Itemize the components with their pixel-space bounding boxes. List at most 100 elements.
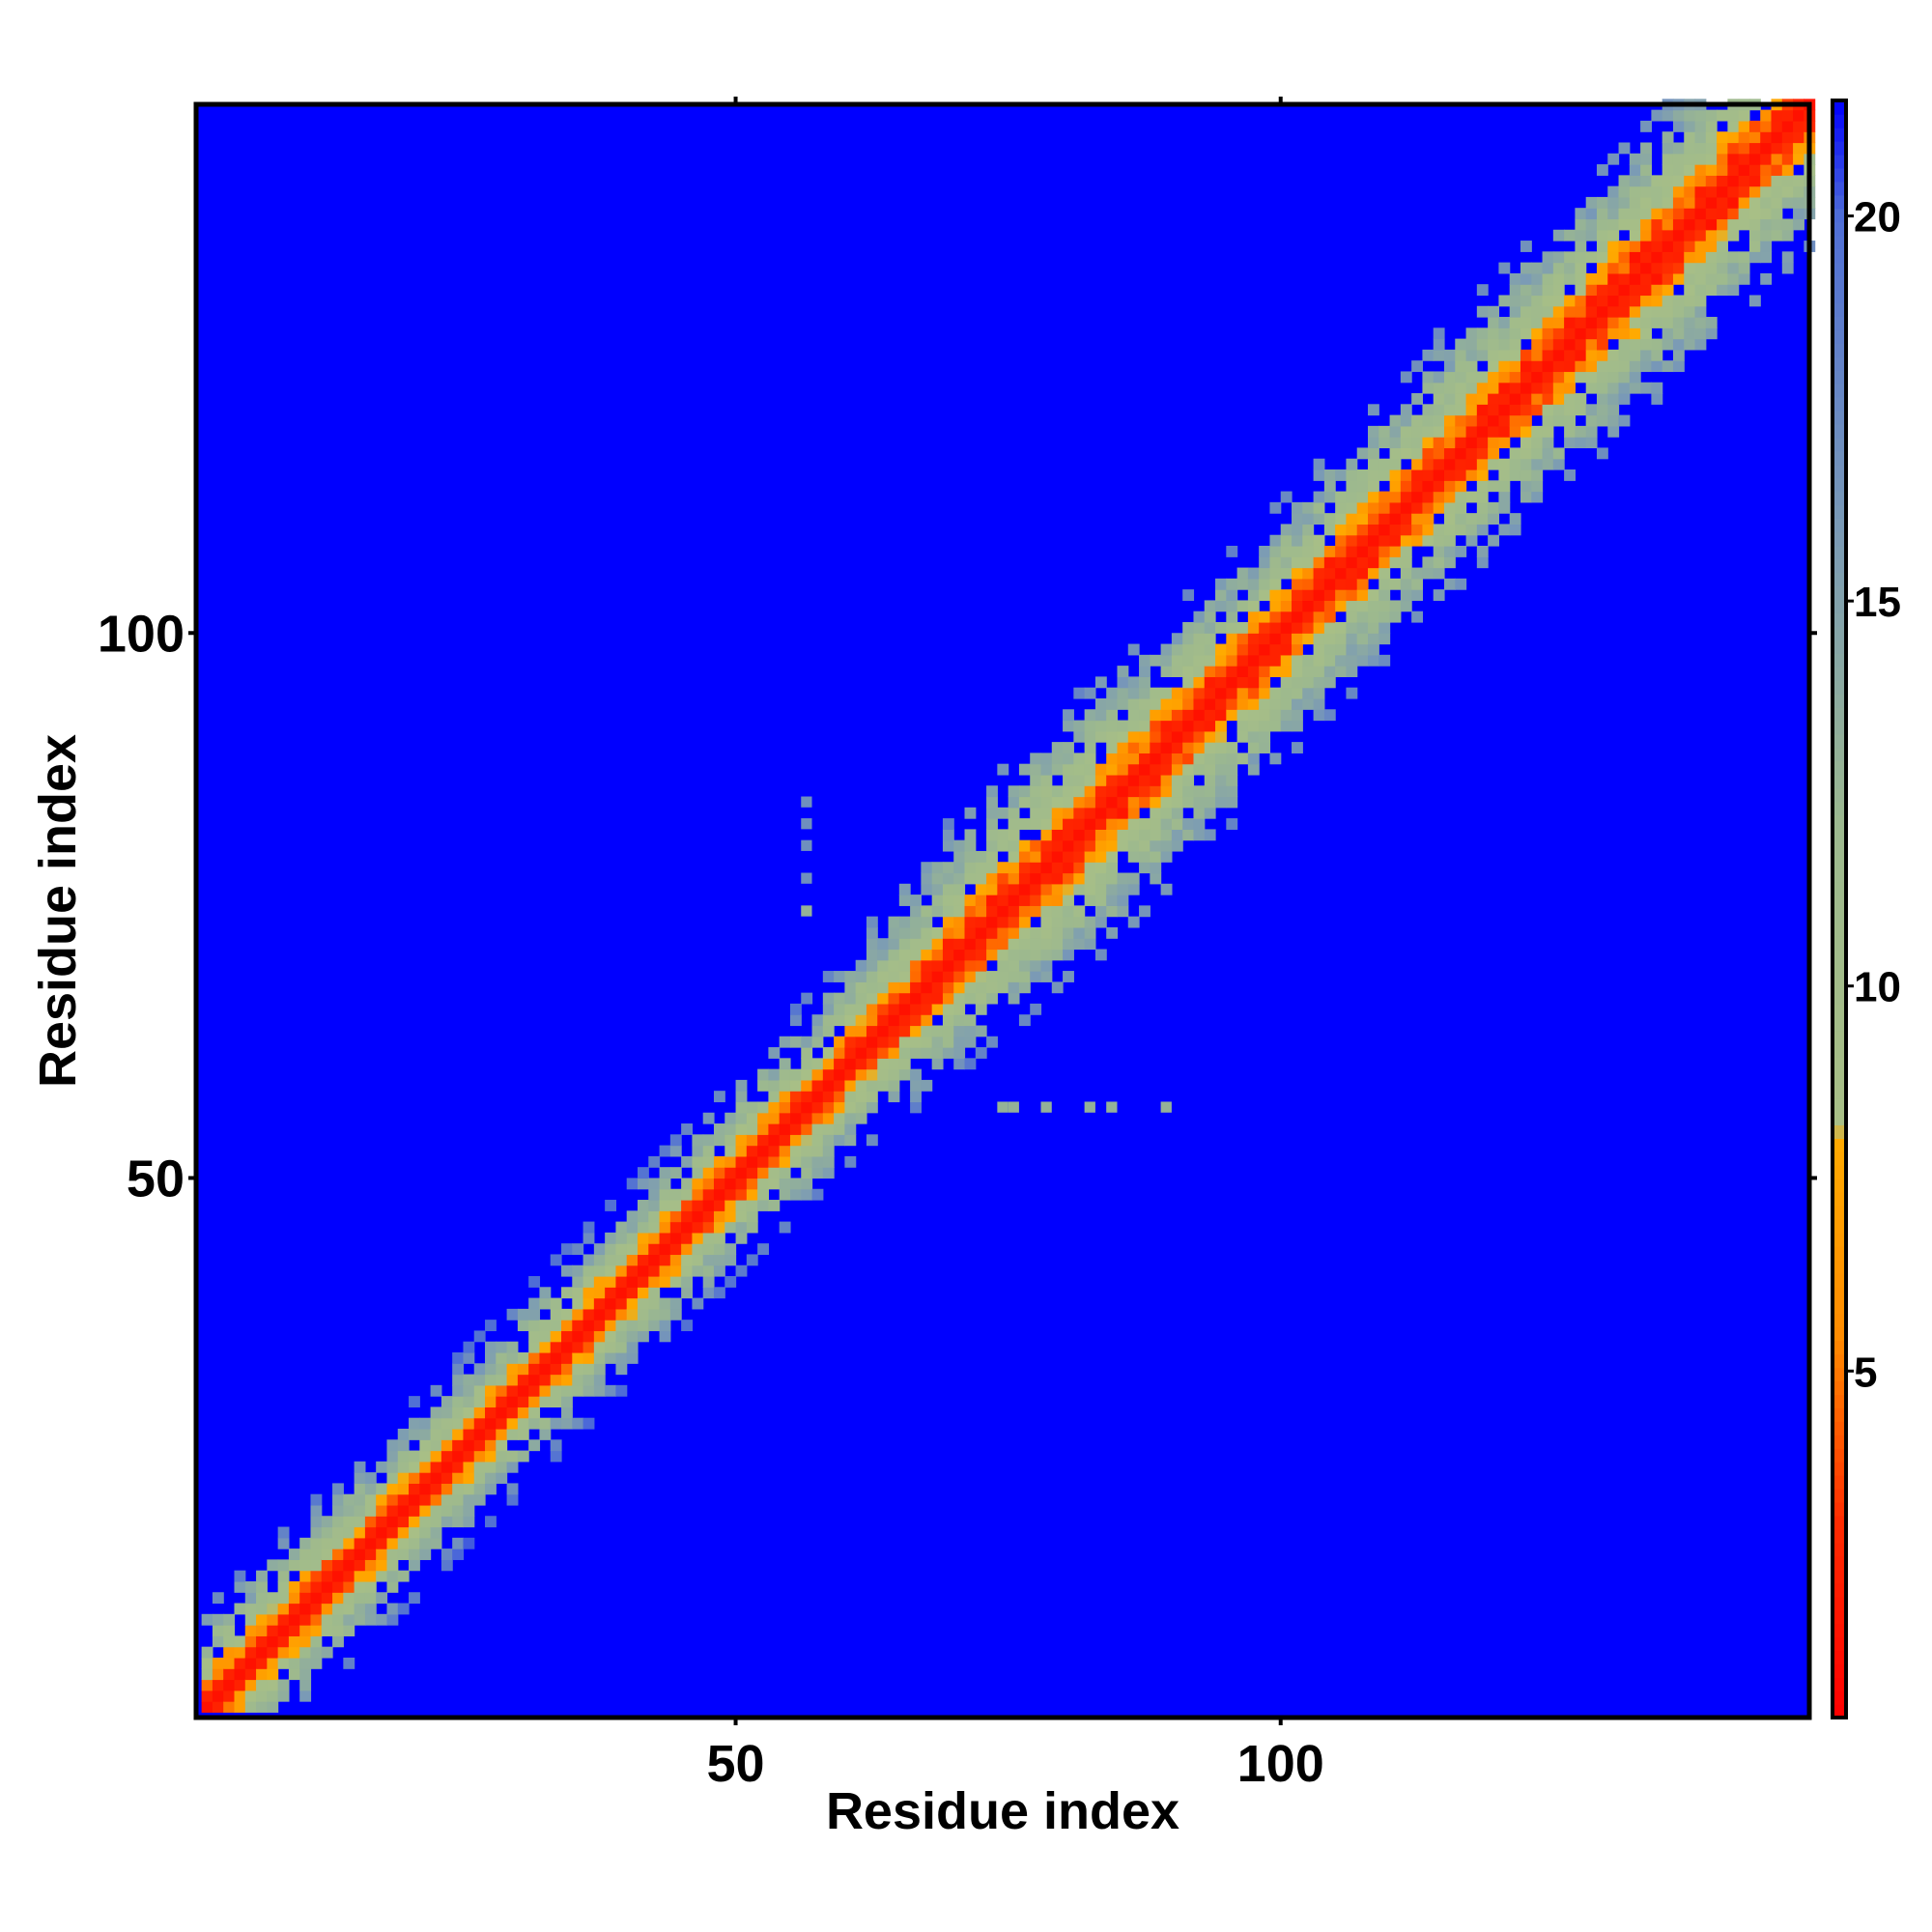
heatmap-cell — [1259, 654, 1271, 667]
heatmap-cell — [550, 1363, 562, 1376]
heatmap-cell — [1585, 338, 1598, 351]
heatmap-cell — [1073, 905, 1086, 918]
heatmap-cell — [844, 1101, 857, 1114]
heatmap-cell — [669, 1221, 682, 1234]
heatmap-cell — [746, 1167, 758, 1179]
heatmap-cell — [1781, 175, 1794, 187]
heatmap-cell — [440, 1417, 453, 1430]
heatmap-cell — [779, 1123, 791, 1135]
heatmap-cell — [310, 1559, 323, 1572]
heatmap-cell — [1215, 666, 1227, 677]
heatmap-cell — [343, 1526, 355, 1539]
heatmap-cell — [1215, 774, 1227, 786]
heatmap-cell — [1618, 241, 1631, 252]
heatmap-cell — [1717, 229, 1728, 242]
heatmap-cell — [844, 981, 857, 994]
heatmap-cell — [354, 1461, 366, 1473]
heatmap-cell — [1346, 524, 1358, 536]
heatmap-cell — [582, 1351, 595, 1364]
heatmap-cell — [473, 1483, 486, 1495]
heatmap-cell — [1302, 687, 1315, 699]
heatmap-cell — [1160, 753, 1173, 765]
heatmap-cell — [844, 1091, 857, 1103]
heatmap-cell — [539, 1351, 552, 1364]
heatmap-isolated-cell — [801, 905, 812, 917]
heatmap-cell — [593, 1363, 606, 1376]
colorbar-segment — [1833, 801, 1846, 816]
heatmap-cell — [386, 1580, 399, 1593]
heatmap-cell — [267, 1646, 279, 1659]
heatmap-cell — [321, 1613, 333, 1626]
heatmap-cell — [397, 1504, 410, 1517]
heatmap-cell — [855, 1003, 867, 1015]
heatmap-cell — [1651, 338, 1663, 351]
heatmap-cell — [485, 1351, 497, 1364]
heatmap-cell — [1117, 895, 1129, 906]
heatmap-cell — [1389, 447, 1402, 460]
heatmap-cell — [1269, 545, 1282, 557]
heatmap-cell — [1368, 600, 1379, 612]
heatmap-cell — [626, 1243, 639, 1256]
heatmap-cell — [1575, 349, 1587, 361]
heatmap-cell — [1727, 229, 1740, 242]
colorbar-segment — [1833, 1272, 1846, 1288]
heatmap-cell — [1575, 338, 1587, 351]
heatmap-cell — [1280, 621, 1293, 634]
heatmap-cell — [713, 1287, 725, 1299]
heatmap-cell — [234, 1679, 246, 1691]
heatmap-cell — [1215, 643, 1227, 656]
colorbar-segment — [1833, 828, 1846, 843]
heatmap-cell — [397, 1472, 410, 1484]
heatmap-cell — [1443, 437, 1456, 449]
heatmap-cell — [1564, 404, 1576, 416]
heatmap-cell — [1629, 218, 1641, 231]
heatmap-cell — [1030, 850, 1042, 863]
heatmap-cell — [1520, 317, 1532, 328]
heatmap-cell — [855, 971, 867, 982]
heatmap-cell — [953, 905, 966, 918]
heatmap-cell — [910, 1025, 922, 1037]
heatmap-cell — [1640, 164, 1652, 176]
heatmap-cell — [702, 1200, 715, 1211]
heatmap-cell — [1488, 414, 1500, 427]
heatmap-cell — [1694, 142, 1707, 155]
heatmap-cell — [473, 1439, 486, 1452]
heatmap-cell — [593, 1254, 606, 1266]
heatmap-cell — [1236, 720, 1249, 732]
heatmap-cell — [1236, 676, 1249, 689]
heatmap-cell — [1717, 164, 1728, 176]
heatmap-cell — [1629, 208, 1641, 220]
heatmap-cell — [1433, 404, 1445, 416]
heatmap-cell — [1531, 491, 1544, 503]
heatmap-cell — [593, 1330, 606, 1343]
heatmap-cell — [1717, 153, 1728, 165]
heatmap-cell — [648, 1232, 661, 1244]
heatmap-cell — [964, 862, 977, 874]
heatmap-cell — [463, 1351, 475, 1364]
heatmap-cell — [430, 1428, 442, 1440]
heatmap-cell — [789, 1079, 802, 1092]
heatmap-cell — [1509, 425, 1521, 438]
heatmap-cell — [1117, 753, 1129, 765]
heatmap-cell — [1531, 480, 1544, 493]
heatmap-cell — [735, 1079, 748, 1092]
heatmap-cell — [354, 1516, 366, 1528]
heatmap-cell — [724, 1145, 737, 1157]
heatmap-cell — [1422, 349, 1435, 361]
heatmap-cell — [1302, 534, 1315, 547]
heatmap-cell — [1236, 567, 1249, 580]
heatmap-cell — [1302, 654, 1315, 667]
heatmap-cell — [1313, 687, 1325, 699]
heatmap-cell — [1193, 763, 1206, 776]
heatmap-cell — [1531, 437, 1544, 449]
heatmap-cell — [463, 1472, 475, 1484]
heatmap-cell — [310, 1613, 323, 1626]
heatmap-cell — [397, 1439, 410, 1452]
heatmap-cell — [1215, 763, 1227, 776]
heatmap-cell — [1150, 697, 1162, 710]
heatmap-cell — [1422, 567, 1435, 580]
colorbar-segment — [1833, 1650, 1846, 1664]
heatmap-cell — [811, 1068, 824, 1081]
heatmap-cell — [409, 1461, 420, 1473]
heatmap-cell — [1127, 709, 1140, 722]
